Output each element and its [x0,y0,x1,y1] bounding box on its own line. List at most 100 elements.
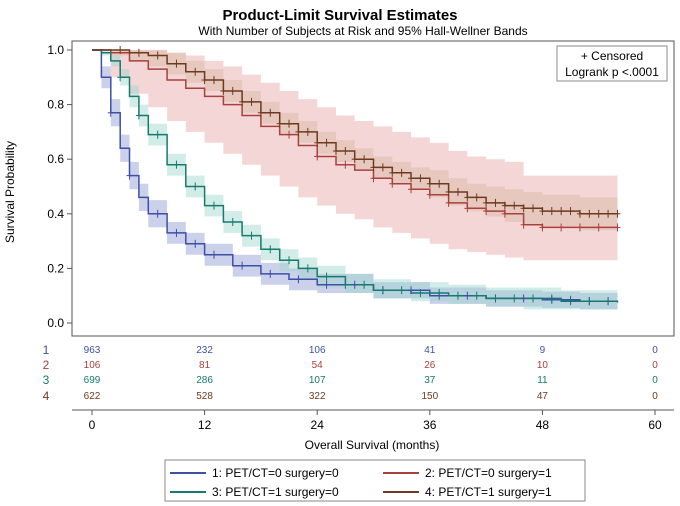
censor-mark [239,97,246,106]
censor-mark [173,59,180,68]
at-risk-count: 0 [652,375,658,386]
legend-label: 4: PET/CT=1 surgery=1 [425,485,552,499]
censor-mark [408,174,415,183]
censor-mark [398,286,405,295]
censor-mark [530,294,537,303]
censored-label: + Censored [581,49,643,63]
censor-mark [464,204,471,213]
censor-mark [192,67,199,76]
legend: 1: PET/CT=0 surgery=0 2: PET/CT=0 surgery… [164,459,586,502]
censor-mark [605,297,612,306]
censor-mark [558,207,565,216]
at-risk-count: 322 [309,391,326,402]
censor-mark [539,207,546,216]
at-risk-count: 54 [312,360,324,371]
censor-mark [605,209,612,218]
censor-mark [389,179,396,188]
at-risk-count: 0 [652,360,658,371]
at-risk-count: 41 [424,345,436,356]
censor-mark [464,291,471,300]
confidence-band-4 [92,50,618,231]
censor-mark [286,130,293,139]
censor-marks [107,46,621,306]
censor-mark [295,127,302,136]
censor-mark [267,108,274,117]
censor-mark [323,272,330,281]
y-tick-label: 1.0 [47,43,64,57]
risk-row-label: 3 [43,373,50,387]
risk-table: 1 963 232 106 41 9 0 2 106 81 54 26 10 0 3 699 286 107 37 1… [43,343,659,403]
censor-mark [117,46,124,54]
x-tick-label: 48 [536,418,550,432]
censor-mark [135,111,142,120]
censor-mark [492,198,499,207]
censor-mark [267,245,274,254]
x-tick-label: 60 [648,418,662,432]
y-tick-label: 0.0 [47,316,64,330]
censor-mark [576,223,583,232]
legend-item-2: 2: PET/CT=0 surgery=1 [383,466,552,480]
censor-mark [314,152,321,161]
y-tick-label: 0.4 [47,207,64,221]
censor-mark [539,223,546,232]
at-risk-count: 622 [84,391,101,402]
censor-mark [342,280,349,289]
censor-mark [586,209,593,218]
legend-label: 2: PET/CT=0 surgery=1 [425,466,552,480]
censor-mark [304,127,311,136]
censor-mark [445,198,452,207]
censor-mark [586,297,593,306]
censor-mark [248,231,255,240]
censor-mark [614,223,621,232]
at-risk-count: 699 [84,375,101,386]
legend-box [164,459,586,502]
risk-row-label: 4 [43,389,50,403]
confidence-band-1 [92,50,618,310]
legend-item-1: 1: PET/CT=0 surgery=0 [170,466,339,480]
censor-mark [558,223,565,232]
censor-mark [173,228,180,237]
censor-mark [135,48,142,57]
legend-inset-box [556,45,668,82]
censor-mark [154,51,161,60]
censor-mark [520,220,527,229]
plot-area [92,46,621,310]
at-risk-count: 963 [84,345,101,356]
confidence-bands [92,50,618,310]
y-tick-label: 0.8 [47,98,64,112]
legend-item-4: 4: PET/CT=1 surgery=1 [383,485,552,499]
legend-label: 1: PET/CT=0 surgery=0 [212,466,339,480]
censor-mark [436,179,443,188]
censor-mark [286,256,293,265]
confidence-band-3 [92,50,618,310]
censor-mark [436,288,443,297]
at-risk-count: 528 [196,391,213,402]
censor-mark [248,97,255,106]
censor-mark [210,250,217,259]
censor-mark [501,201,508,210]
at-risk-count: 9 [540,345,546,356]
censor-mark [154,209,161,218]
censor-mark [408,185,415,194]
at-risk-count: 37 [424,375,436,386]
x-axis-label: Overall Survival (months) [305,438,440,452]
at-risk-count: 150 [421,391,438,402]
censor-mark [332,147,339,156]
at-risk-count: 81 [199,360,211,371]
legend-item-3: 3: PET/CT=1 surgery=0 [170,485,339,499]
censor-mark [417,174,424,183]
at-risk-count: 0 [652,391,658,402]
x-tick-label: 0 [89,418,96,432]
censor-mark [126,171,133,180]
at-risk-count: 26 [424,360,436,371]
censor-mark [117,73,124,82]
censor-mark [361,155,368,164]
censor-mark [520,204,527,213]
legend-label: 3: PET/CT=1 surgery=0 [212,485,339,499]
chart-title: Product-Limit Survival Estimates [222,7,457,24]
censor-mark [389,168,396,177]
x-axis: 0 12 24 36 48 60 [72,409,674,432]
censor-mark [210,201,217,210]
censor-mark [220,86,227,95]
censor-mark [351,280,358,289]
